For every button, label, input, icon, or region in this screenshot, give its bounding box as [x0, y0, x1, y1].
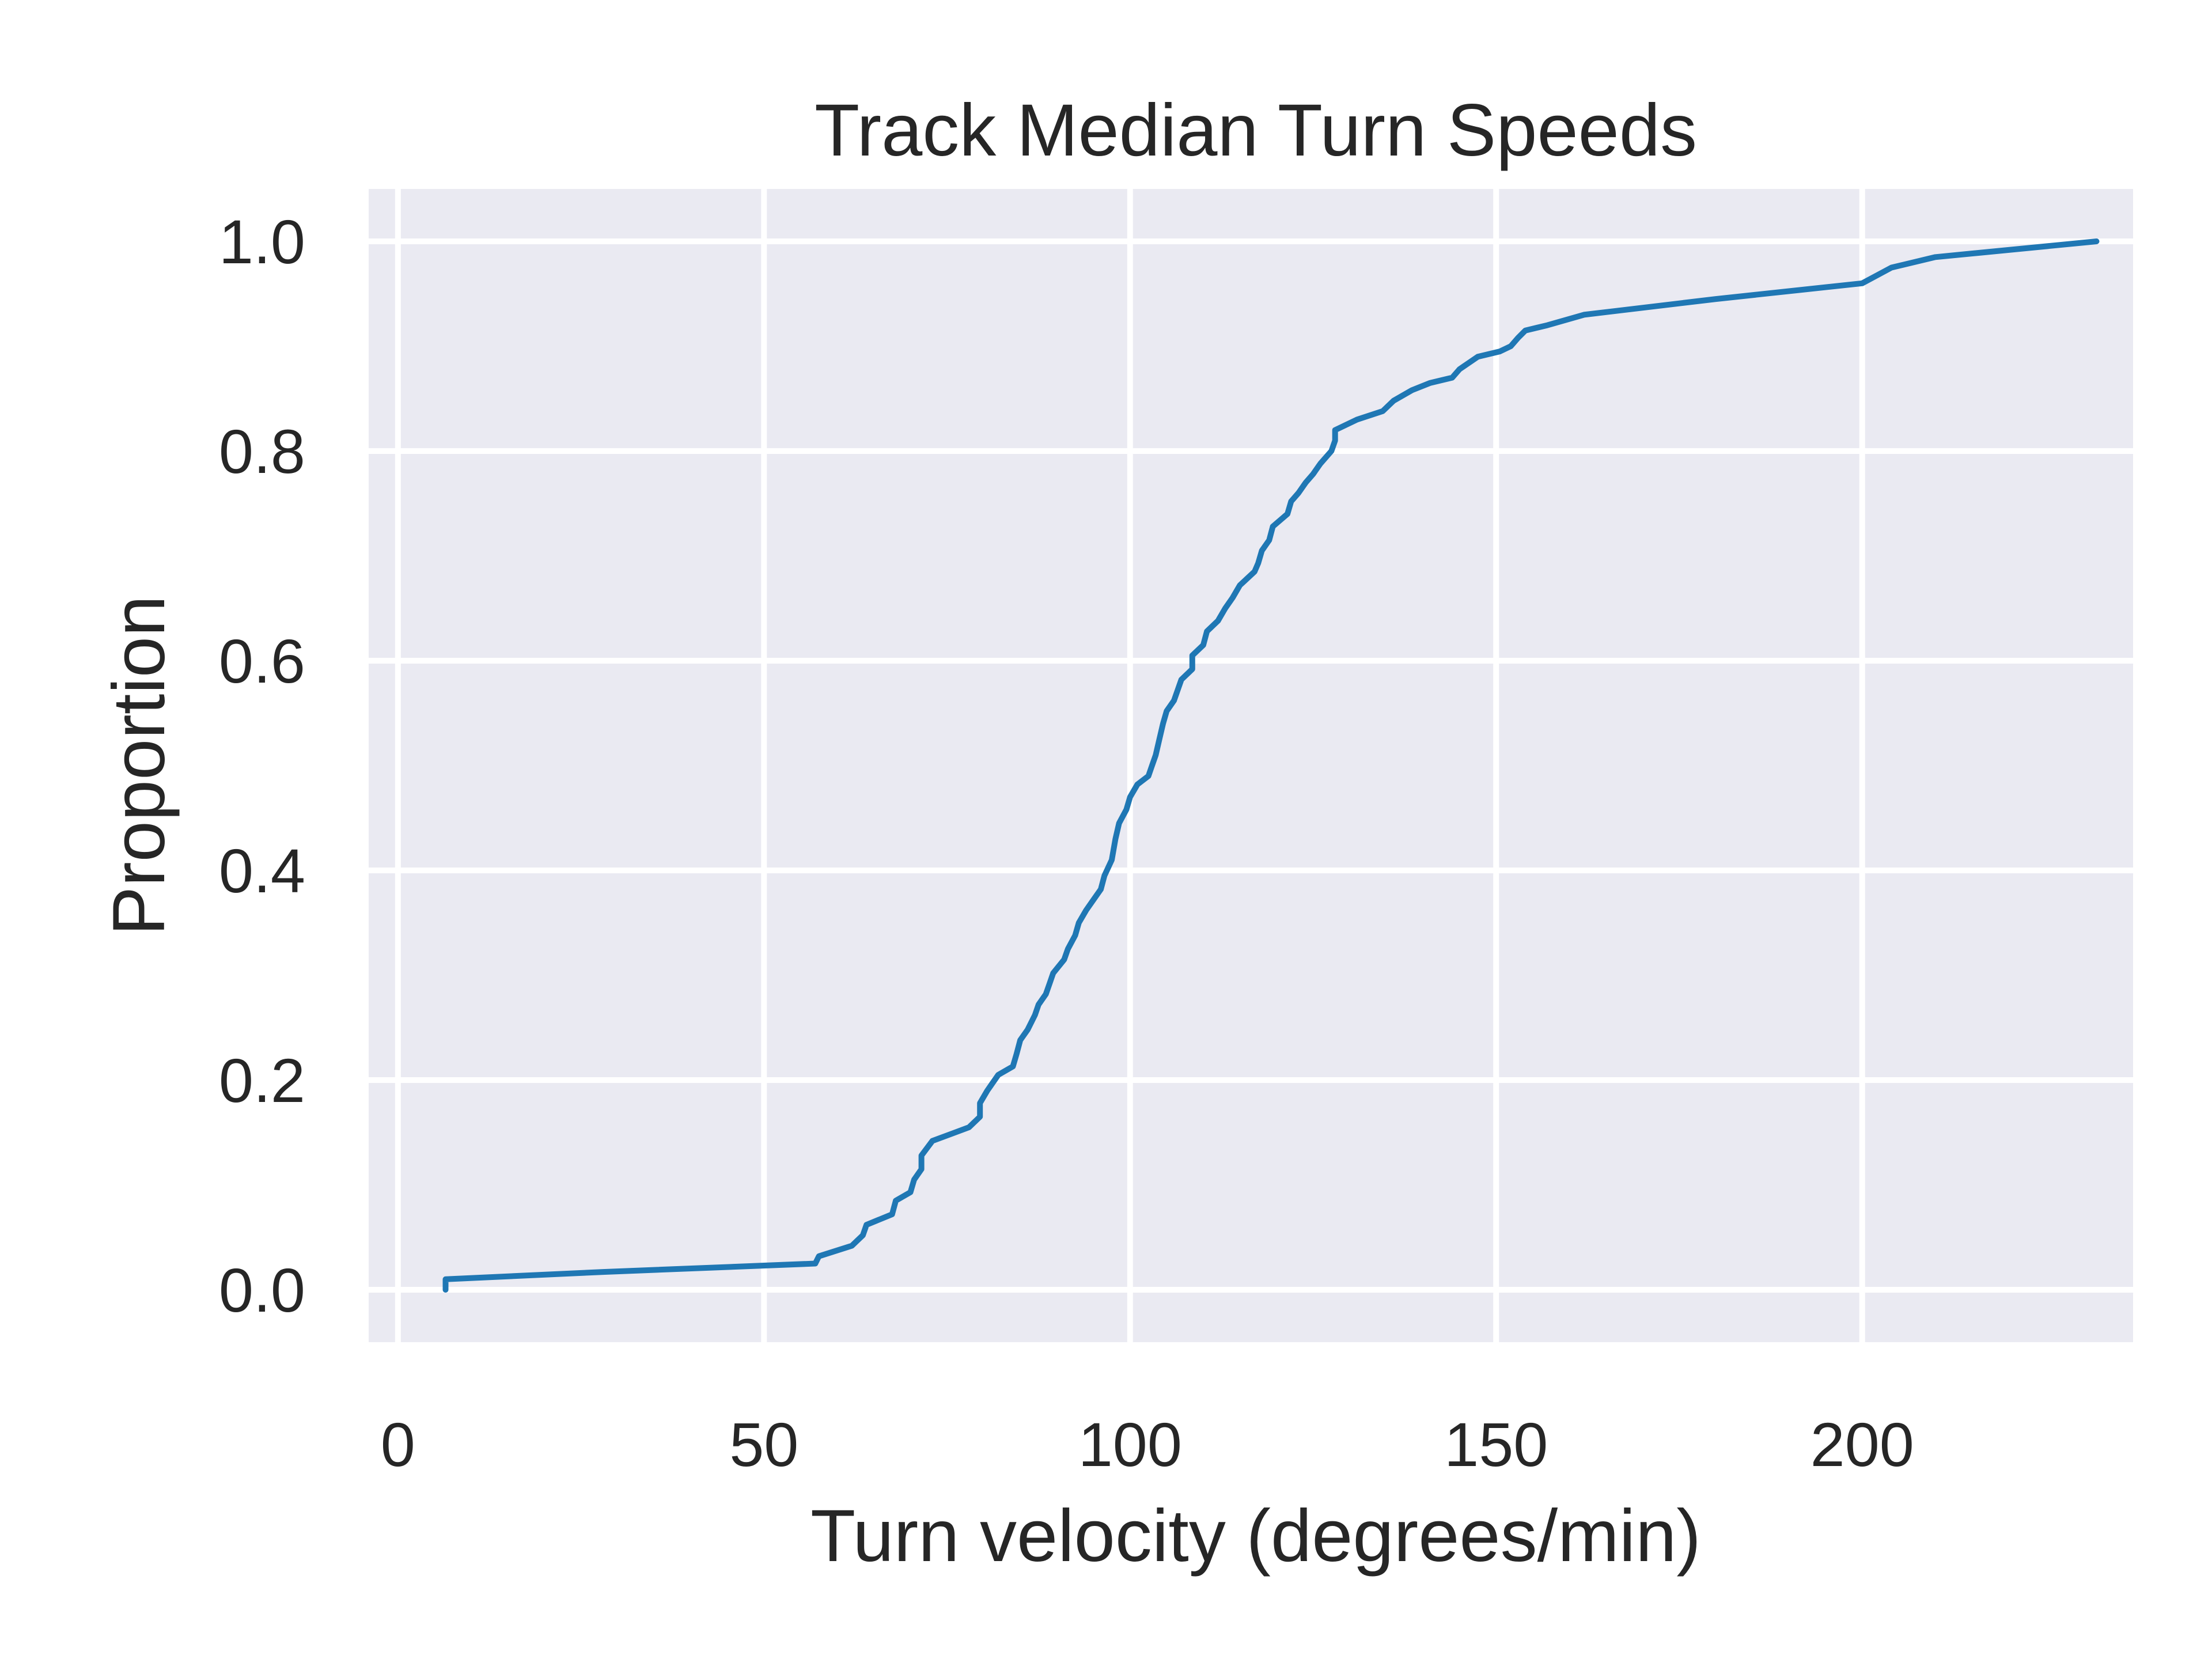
x-tick-label: 0 [381, 1410, 415, 1479]
x-tick-label: 150 [1444, 1410, 1548, 1479]
x-tick-labels: 0 50 100 150 200 [381, 1410, 1914, 1479]
y-axis-label: Proportion [98, 596, 180, 936]
y-tick-labels: 0.0 0.2 0.4 0.6 0.8 1.0 [219, 207, 305, 1325]
x-tick-label: 200 [1810, 1410, 1914, 1479]
ecdf-line [442, 238, 2100, 1293]
y-tick-label: 0.0 [219, 1255, 305, 1325]
x-axis-label: Turn velocity (degrees/min) [810, 1495, 1701, 1577]
x-tick-label: 50 [729, 1410, 798, 1479]
plot-area [369, 189, 2133, 1342]
y-tick-label: 0.8 [219, 416, 305, 486]
y-tick-label: 0.4 [219, 836, 305, 906]
y-tick-label: 1.0 [219, 207, 305, 276]
y-tick-label: 0.6 [219, 626, 305, 696]
x-tick-label: 100 [1078, 1410, 1182, 1479]
series-layer [442, 238, 2100, 1293]
grid [369, 189, 2133, 1342]
chart-title: Track Median Turn Speeds [815, 89, 1697, 172]
y-tick-label: 0.2 [219, 1046, 305, 1115]
